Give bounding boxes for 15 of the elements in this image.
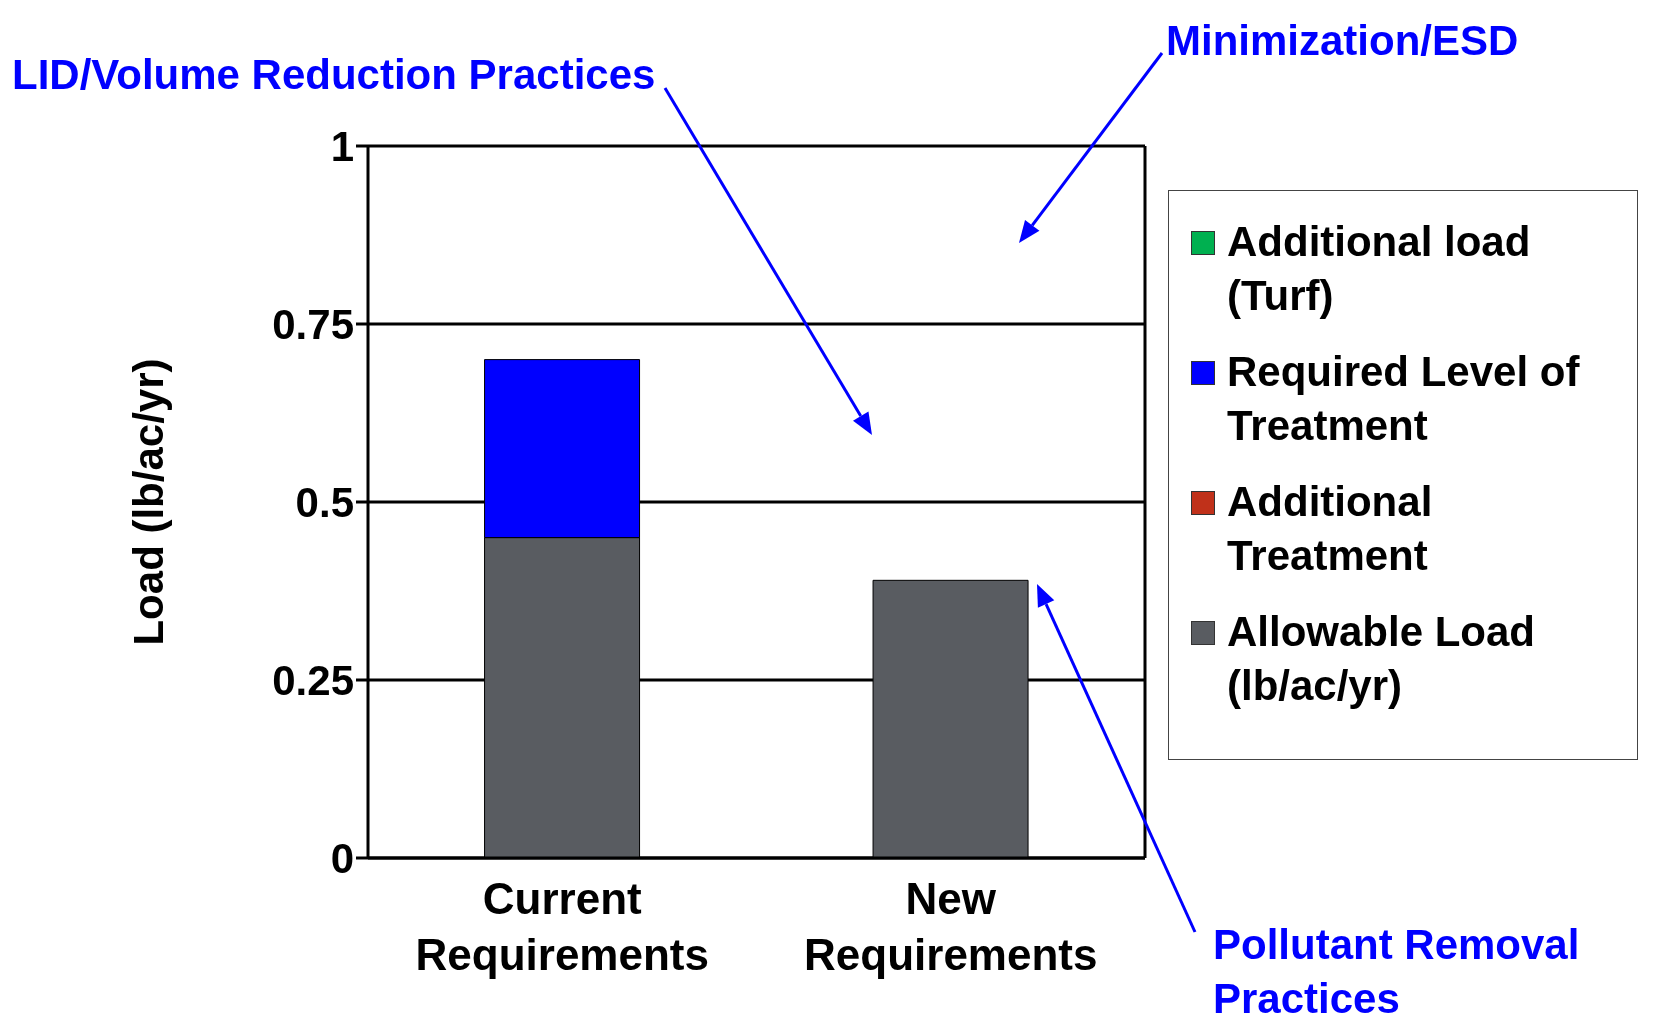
y-tick-label: 0.75 (272, 300, 354, 348)
text: Pollutant Removal Practices (1213, 920, 1581, 1024)
legend-label: Required Level of Treatment (1227, 347, 1581, 451)
y-tick-label: 0.5 (295, 478, 354, 526)
text: LID/Volume Reduction Practices (12, 50, 656, 100)
x-tick-label: Current Requirements (415, 874, 709, 979)
y-tick-label: 0 (330, 834, 354, 882)
legend-label: Additional Treatment (1227, 477, 1434, 581)
y-axis-title: Load (lb/ac/yr) (124, 358, 172, 646)
x-tick-label: New Requirements (804, 874, 1098, 979)
y-tick-label: 1 (330, 122, 354, 170)
legend-label: Allowable Load (lb/ac/yr) (1227, 607, 1537, 711)
y-tick-label: 0.25 (272, 656, 354, 704)
text: Minimization/ESD (1166, 16, 1519, 66)
legend-label: Additional load (Turf) (1227, 217, 1532, 321)
